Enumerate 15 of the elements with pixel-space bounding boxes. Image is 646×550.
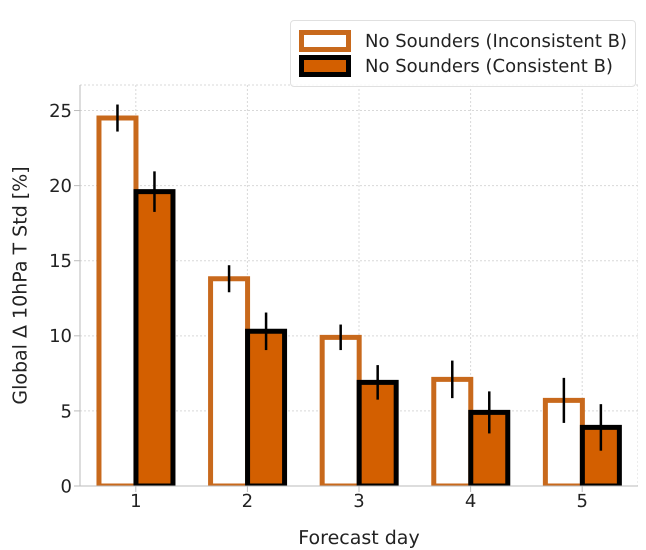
legend-label: No Sounders (Inconsistent B) (365, 30, 627, 52)
y-tick-label: 5 (60, 401, 72, 422)
y-axis-title: Global Δ 10hPa T Std [%] (10, 166, 32, 405)
legend-label: No Sounders (Consistent B) (365, 56, 613, 76)
y-tick-label: 10 (49, 326, 72, 348)
x-axis-title: Forecast day (298, 527, 420, 549)
x-tick-label: 1 (130, 490, 142, 512)
x-tick-label: 2 (242, 490, 254, 512)
y-tick-label: 0 (60, 476, 72, 498)
x-tick-label: 4 (464, 490, 476, 512)
y-tick-label: 15 (49, 251, 72, 272)
y-tick-label: 25 (49, 100, 72, 122)
y-tick-label: 20 (49, 176, 72, 198)
x-tick-label: 3 (353, 490, 365, 512)
x-tick-label: 5 (576, 490, 588, 512)
